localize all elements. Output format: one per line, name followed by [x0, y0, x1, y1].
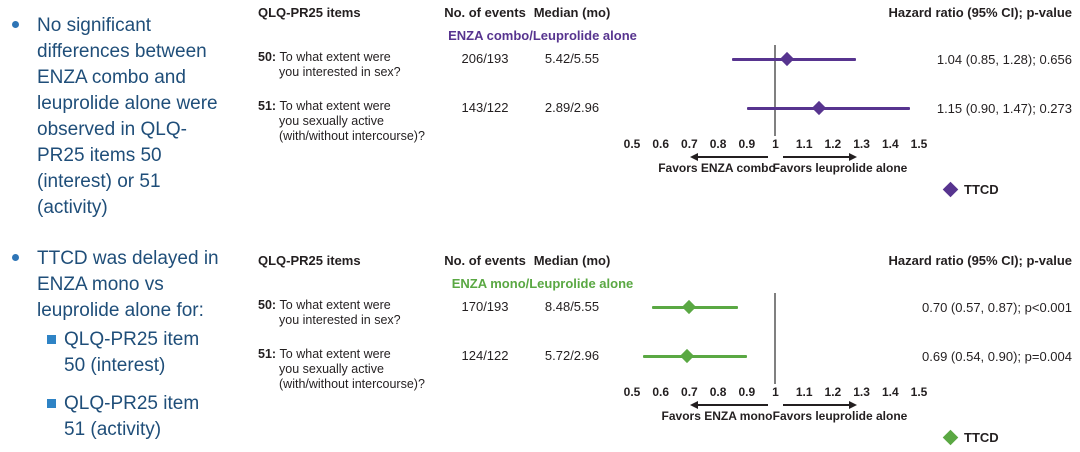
- item-label: 50: To what extent were you interested in…: [258, 298, 401, 327]
- favors-left-label: Favors ENZA combo: [658, 161, 776, 175]
- column-header-median: Median (mo): [533, 253, 611, 268]
- ttcd-diamond-icon: [942, 181, 959, 198]
- axis-tick-label: 1.1: [795, 137, 813, 151]
- column-header-hazard-ratio: Hazard ratio (95% CI); p-value: [888, 253, 1073, 268]
- favors-right-label: Favors leuprolide alone: [772, 409, 908, 423]
- axis-tick-label: 0.9: [738, 137, 756, 151]
- confidence-interval-line: [643, 354, 747, 358]
- reference-line: [774, 45, 776, 136]
- favors-right-arrow-icon: [783, 401, 857, 409]
- median-value: 5.42/5.55: [544, 51, 600, 66]
- favors-left-arrow-icon: [690, 401, 768, 409]
- reference-line: [774, 293, 776, 384]
- hazard-ratio-value: 1.04 (0.85, 1.28); 0.656: [936, 52, 1072, 67]
- forest-plot-panel: QLQ-PR25 items No. of events Median (mo)…: [0, 248, 1080, 452]
- hazard-ratio-value: 0.69 (0.54, 0.90); p=0.004: [922, 349, 1072, 364]
- sub-bullet-text: QLQ-PR25 item 50 (interest): [64, 329, 200, 376]
- favors-left-arrow-icon: [690, 153, 768, 161]
- column-header-items: QLQ-PR25 items: [258, 5, 361, 20]
- hazard-ratio-value: 0.70 (0.57, 0.87); p<0.001: [922, 300, 1072, 315]
- axis-tick-label: 0.7: [681, 137, 698, 151]
- sub-bullet-text: QLQ-PR25 item 51 (activity): [64, 393, 200, 440]
- median-value: 5.72/2.96: [544, 348, 600, 363]
- axis-tick-label: 1: [772, 385, 779, 399]
- axis-tick-label: 1.2: [824, 385, 842, 399]
- median-value: 8.48/5.55: [544, 299, 600, 314]
- axis-tick-label: 1: [772, 137, 779, 151]
- bullet-text: No significant differences between ENZA …: [37, 15, 218, 218]
- ttcd-diamond-icon: [942, 429, 959, 446]
- confidence-interval-line: [746, 106, 911, 110]
- column-header-hazard-ratio: Hazard ratio (95% CI); p-value: [888, 5, 1073, 20]
- axis-tick-label: 0.7: [681, 385, 698, 399]
- column-header-median: Median (mo): [533, 5, 611, 20]
- axis-tick-label: 0.9: [738, 385, 756, 399]
- axis-tick-label: 1.2: [824, 137, 842, 151]
- hazard-ratio-diamond-icon: [679, 348, 694, 364]
- axis-tick-label: 0.5: [623, 137, 641, 151]
- column-header-events: No. of events: [444, 253, 526, 268]
- hazard-ratio-diamond-icon: [682, 299, 697, 315]
- square-bullet-icon: [47, 399, 56, 408]
- hazard-ratio-diamond-icon: [779, 51, 795, 67]
- legend-label: TTCD: [964, 430, 999, 445]
- axis-tick-label: 0.6: [652, 137, 670, 151]
- bullet-dot-icon: [12, 254, 19, 261]
- axis-tick-label: 0.8: [709, 385, 727, 399]
- hazard-ratio-diamond-icon: [811, 100, 826, 116]
- events-value: 143/122: [461, 100, 509, 115]
- item-label: 51: To what extent were you sexually acti…: [258, 347, 425, 391]
- favors-left-label: Favors ENZA mono: [661, 409, 773, 423]
- bullet-text: TTCD was delayed in ENZA mono vs leuprol…: [37, 248, 219, 321]
- events-value: 124/122: [461, 348, 509, 363]
- bullet-dot-icon: [12, 21, 19, 28]
- favors-right-label: Favors leuprolide alone: [772, 161, 908, 175]
- column-header-items: QLQ-PR25 items: [258, 253, 361, 268]
- axis-tick-label: 0.8: [709, 137, 727, 151]
- axis-tick-label: 1.3: [853, 137, 870, 151]
- item-label: 50: To what extent were you interested in…: [258, 50, 401, 79]
- median-value: 2.89/2.96: [544, 100, 600, 115]
- item-label: 51: To what extent were you sexually acti…: [258, 99, 425, 143]
- forest-plot-panel: QLQ-PR25 items No. of events Median (mo)…: [258, 5, 1073, 198]
- legend-label: TTCD: [964, 182, 999, 197]
- axis-tick-label: 0.5: [623, 385, 641, 399]
- axis-tick-label: 1.5: [910, 385, 928, 399]
- axis-tick-label: 1.4: [881, 137, 899, 151]
- axis-tick-label: 1.4: [881, 385, 899, 399]
- column-header-events: No. of events: [444, 5, 526, 20]
- axis-tick-label: 1.5: [910, 137, 928, 151]
- comparison-subheader: ENZA combo/Leuprolide alone: [448, 28, 637, 43]
- events-value: 170/193: [461, 299, 509, 314]
- legend: TTCD: [942, 429, 999, 446]
- square-bullet-icon: [47, 335, 56, 344]
- events-value: 206/193: [461, 51, 509, 66]
- notes-column: No significant differences between ENZA …: [0, 0, 256, 452]
- hazard-ratio-value: 1.15 (0.90, 1.47); 0.273: [936, 101, 1072, 116]
- favors-right-arrow-icon: [783, 153, 857, 161]
- confidence-interval-line: [732, 57, 856, 61]
- axis-tick-label: 1.1: [795, 385, 813, 399]
- axis-tick-label: 1.3: [853, 385, 870, 399]
- comparison-subheader: ENZA mono/Leuprolide alone: [451, 276, 634, 291]
- legend: TTCD: [942, 181, 999, 198]
- axis-tick-label: 0.6: [652, 385, 670, 399]
